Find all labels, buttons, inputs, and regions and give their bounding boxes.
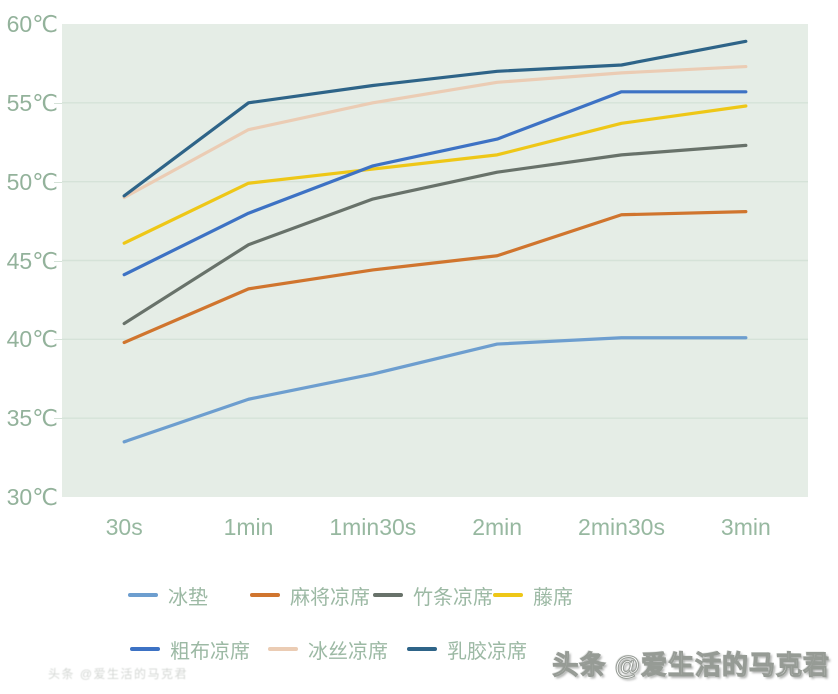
y-axis-tick xyxy=(54,260,62,262)
legend-label: 竹条凉席 xyxy=(413,586,493,609)
watermark-faint: 头条 @爱生活的马克君 xyxy=(48,667,189,681)
y-axis-tick-label: 40℃ xyxy=(6,326,58,353)
series-line xyxy=(122,90,748,277)
legend-label: 冰丝凉席 xyxy=(308,640,388,663)
series-line xyxy=(122,39,748,198)
y-axis-tick-label: 60℃ xyxy=(6,11,58,37)
series-line xyxy=(122,104,748,245)
y-axis-tick xyxy=(54,102,62,104)
series-line xyxy=(122,143,748,326)
y-axis-tick xyxy=(54,339,62,341)
legend-swatch xyxy=(268,647,298,651)
legend-item: 竹条凉席 xyxy=(373,583,493,609)
x-axis-tick-label: 3min xyxy=(720,514,771,540)
legend-item: 藤席 xyxy=(493,583,573,609)
legend-item: 冰丝凉席 xyxy=(268,637,388,663)
legend-label: 藤席 xyxy=(533,586,573,609)
legend-swatch xyxy=(373,593,403,597)
y-axis-tick xyxy=(54,181,62,183)
y-axis-tick-label: 55℃ xyxy=(6,89,58,116)
plot-area xyxy=(62,24,808,497)
legend-swatch xyxy=(128,593,158,597)
y-axis-tick xyxy=(54,418,62,420)
legend-swatch xyxy=(130,647,160,651)
series-line xyxy=(122,64,748,200)
legend-swatch xyxy=(493,593,523,597)
x-axis-tick-label: 2min30s xyxy=(578,514,665,540)
series-line xyxy=(122,336,748,444)
y-axis-tick-label: 35℃ xyxy=(6,405,58,432)
series-line xyxy=(122,210,748,345)
legend-swatch xyxy=(407,647,437,651)
legend-item: 冰垫 xyxy=(128,583,208,609)
x-axis-tick-label: 1min xyxy=(223,514,274,540)
legend-label: 乳胶凉席 xyxy=(447,640,527,663)
y-axis-tick-label: 50℃ xyxy=(6,168,58,195)
y-axis-tick-label: 45℃ xyxy=(6,247,58,274)
legend-label: 粗布凉席 xyxy=(170,640,250,663)
x-axis-tick-label: 30s xyxy=(105,514,143,540)
legend-label: 麻将凉席 xyxy=(290,586,370,609)
y-axis-tick-label: 30℃ xyxy=(6,484,58,510)
toutiao-watermark: 头条 @爱生活的马克君 xyxy=(552,650,830,681)
x-axis-tick-label: 1min30s xyxy=(329,514,417,540)
legend-swatch xyxy=(250,593,280,597)
legend-item: 粗布凉席 xyxy=(130,637,250,663)
legend-item: 乳胶凉席 xyxy=(407,637,527,663)
legend-item: 麻将凉席 xyxy=(250,583,370,609)
x-axis-tick-label: 2min xyxy=(472,514,523,540)
chart-canvas xyxy=(62,39,808,444)
legend-label: 冰垫 xyxy=(168,586,208,609)
